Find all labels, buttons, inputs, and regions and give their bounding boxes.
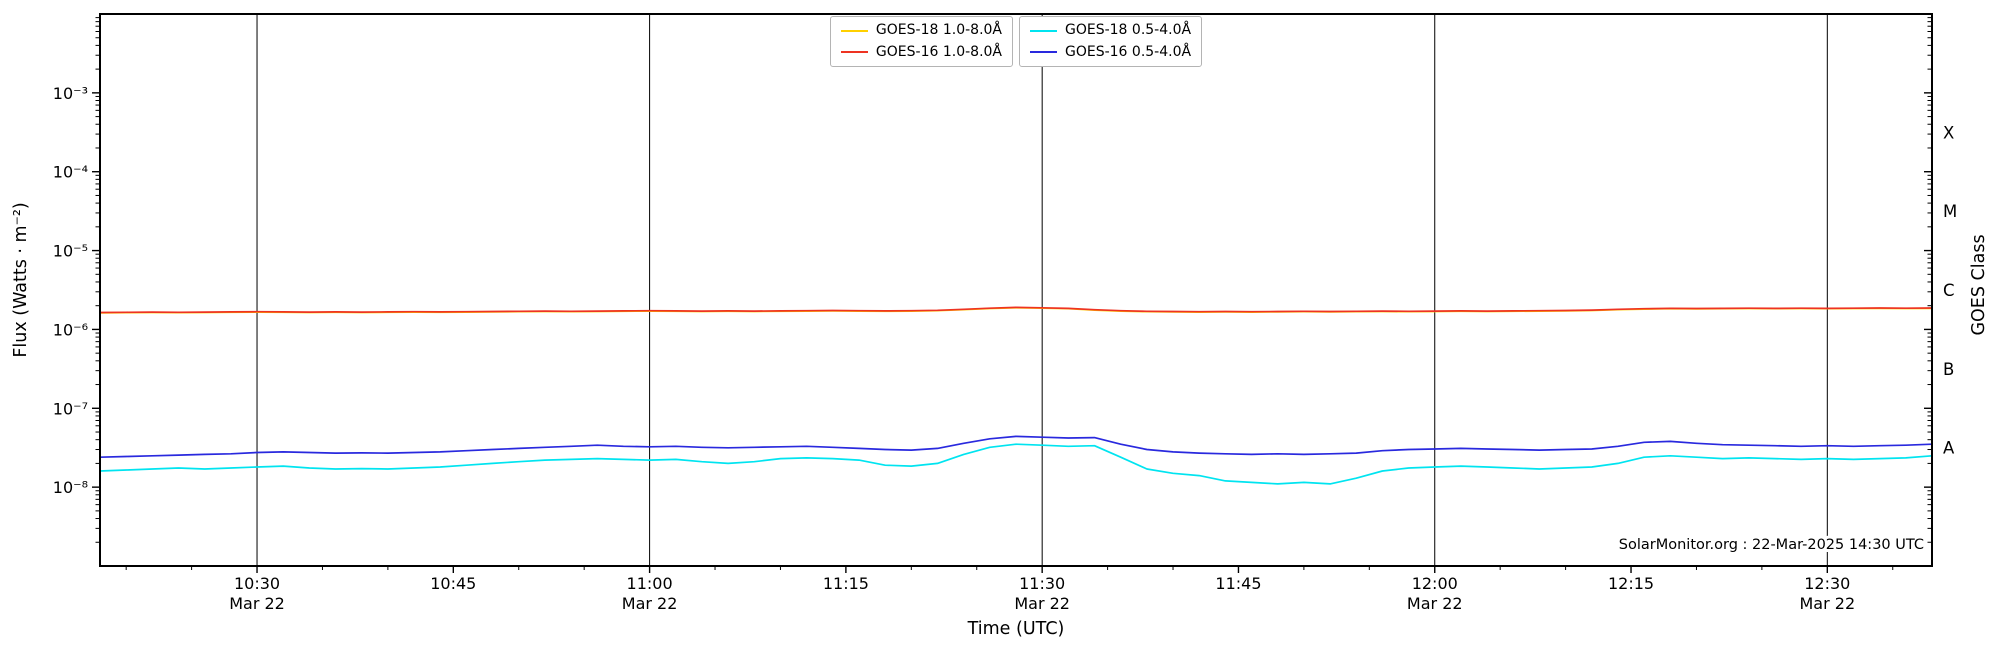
series-line-1 [99,306,1933,314]
x-date-label: Mar 22 [1799,594,1855,613]
y-tick-label: 10⁻⁴ [53,163,88,182]
y-tick-label: 10⁻³ [53,84,88,103]
x-tick-label: 10:30 [234,574,280,593]
goes-class-letter: X [1943,123,1954,142]
goes-class-letter: C [1943,281,1955,300]
watermark-text: SolarMonitor.org : 22-Mar-2025 14:30 UTC [1619,537,1924,553]
x-axis-title: Time (UTC) [967,619,1065,639]
plot-border [99,13,1933,567]
goes-class-letter: A [1943,439,1955,458]
y-tick-label: 10⁻⁸ [53,478,88,497]
x-date-label: Mar 22 [1014,594,1070,613]
y-axis-title: Flux (Watts · m⁻²) [11,202,31,357]
right-axis-title: GOES Class [1969,234,1989,335]
y-tick-label: 10⁻⁵ [53,242,88,261]
x-tick-label: 12:15 [1608,574,1654,593]
x-date-label: Mar 22 [229,594,285,613]
x-date-label: Mar 22 [1407,594,1463,613]
x-tick-label: 11:45 [1215,574,1261,593]
y-tick-label: 10⁻⁶ [53,320,88,339]
series-line-3 [99,435,1933,459]
x-tick-label: 11:30 [1019,574,1065,593]
goes-class-letter: B [1943,360,1954,379]
x-tick-label: 12:00 [1412,574,1458,593]
x-date-label: Mar 22 [622,594,678,613]
x-tick-label: 11:15 [823,574,869,593]
y-tick-label: 10⁻⁷ [53,399,88,418]
x-tick-label: 11:00 [627,574,673,593]
x-tick-label: 10:45 [430,574,476,593]
x-tick-label: 12:30 [1804,574,1850,593]
series-line-2 [99,443,1933,485]
goes-class-letter: M [1943,202,1957,221]
